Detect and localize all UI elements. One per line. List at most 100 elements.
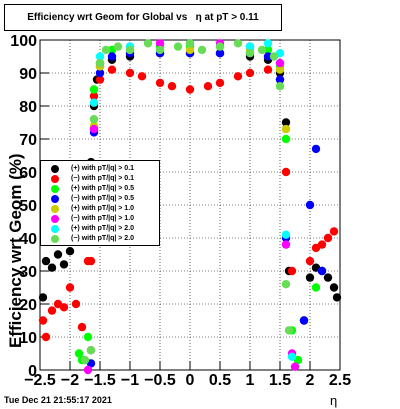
data-point [281,167,291,177]
data-point [281,280,291,289]
data-point [317,240,327,249]
data-point [89,115,99,124]
data-point [38,293,48,302]
data-point [83,332,93,342]
data-point [305,273,315,282]
data-point [215,42,225,51]
y-tick-label: 40 [19,231,37,248]
legend-entry: (+) with pT/|q| > 2.0 [41,224,159,234]
data-point [137,72,147,81]
data-point [311,283,321,292]
data-point [332,293,342,302]
data-point [290,362,300,371]
data-point [299,316,309,325]
date-stamp: Tue Dec 21 21:55:17 2021 [4,395,112,405]
data-point [65,283,75,292]
data-point [77,322,87,332]
data-point [245,49,255,58]
x-tick-label: −2 [61,372,79,389]
data-point [329,227,339,236]
data-point [281,230,291,239]
legend-entry: (+) with pT/|q| > 0.5 [41,184,159,194]
data-point [95,58,105,68]
data-point [95,52,105,61]
legend-label: (−) with pT/|q| > 0.1 [71,175,135,182]
data-point [47,263,57,272]
legend-marker-3 [51,195,59,203]
data-point [275,58,285,68]
data-point [275,82,285,91]
data-point [245,42,255,51]
y-tick-label: 30 [19,264,37,281]
legend-marker-7 [51,235,59,243]
data-point [41,332,51,342]
x-tick-label: 1.5 [269,372,291,389]
legend-label: (+) with pT/|q| > 2.0 [71,225,135,232]
data-point [311,144,321,154]
legend-marker-5 [51,215,59,223]
chart-title: Efficiency wrt Geom for Global vs η at p… [4,4,282,31]
legend-entry: (+) with pT/|q| > 1.0 [41,204,159,214]
data-point [89,91,99,101]
legend-entry: (+) with pT/|q| > 0.1 [41,164,159,174]
data-point [233,72,243,81]
legend-marker-6 [51,225,59,233]
data-point [263,45,273,55]
data-point [125,45,135,55]
data-point [83,365,93,375]
x-tick-label: 1 [246,372,255,389]
data-point [155,45,165,55]
data-point [323,233,333,243]
legend-label: (−) with pT/|q| > 1.0 [71,215,135,222]
data-point [329,283,339,292]
legend-label: (+) with pT/|q| > 0.5 [71,185,135,192]
data-point [107,65,117,74]
legend-label: (−) with pT/|q| > 2.0 [71,235,135,242]
legend-marker-0 [51,165,59,173]
legend-marker-1 [51,175,59,183]
legend: (+) with pT/|q| > 0.1 (−) with pT/|q| > … [40,160,160,246]
x-tick-label: 2.5 [329,372,351,389]
data-point [38,316,48,325]
data-point [74,349,84,358]
data-point [323,273,333,282]
legend-marker-2 [51,185,59,193]
data-point [203,82,213,91]
data-point [89,124,99,134]
y-tick-label: 100 [10,33,37,50]
data-point [173,42,183,51]
data-point [269,52,279,61]
data-point [125,68,135,78]
x-tick-label: 0 [186,372,195,389]
data-point [197,45,207,55]
data-point [287,266,297,276]
data-point [59,260,69,269]
y-tick-label: 90 [19,66,37,83]
data-point [185,45,195,55]
data-point [53,250,63,259]
data-point [89,98,99,107]
y-tick-label: 10 [19,330,37,347]
data-point [281,240,291,249]
data-point [167,82,177,91]
legend-label: (+) with pT/|q| > 1.0 [71,205,135,212]
data-point [245,68,255,78]
data-point [47,306,57,315]
data-point [86,346,96,355]
data-point [101,45,111,55]
legend-entry: (−) with pT/|q| > 0.5 [41,194,159,204]
legend-entry: (−) with pT/|q| > 2.0 [41,234,159,244]
data-point [89,85,99,94]
data-point [59,303,69,312]
x-tick-label: 2 [306,372,315,389]
x-tick-label: −2.5 [24,372,56,389]
y-tick-label: 0 [28,363,37,380]
data-point [317,266,327,276]
data-point [65,247,75,256]
data-point [155,78,165,88]
data-point [305,200,315,210]
legend-entry: (−) with pT/|q| > 1.0 [41,214,159,224]
data-point [263,39,273,48]
axis-ticks: −2.5 −2 −1.5 −1 −0.5 0 0.5 1 1.5 2 2.5 0 10 20 30 40 50 6… [10,33,351,389]
